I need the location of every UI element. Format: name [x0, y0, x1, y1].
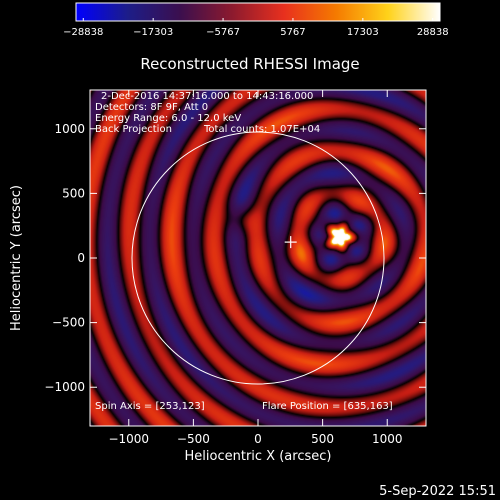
info-method: Back Projection — [95, 124, 172, 135]
colorbar-strip — [75, 2, 441, 22]
y-axis-label: Heliocentric Y (arcsec) — [9, 185, 24, 331]
spin-axis-cross-marker — [284, 236, 297, 249]
x-tick-label: 1000 — [372, 432, 403, 446]
y-tick-label: 1000 — [54, 122, 85, 136]
colorbar-tick-label: 5767 — [280, 27, 305, 38]
x-tick-label: 500 — [311, 432, 334, 446]
colorbar-tick-label: 17303 — [347, 27, 379, 38]
timestamp: 5-Sep-2022 15:51 — [379, 484, 496, 499]
y-tick-label: 0 — [77, 251, 85, 265]
y-tick-label: −500 — [52, 316, 85, 330]
heatmap-image — [90, 90, 426, 426]
colorbar: −28838 −17303 −5767 5767 17303 28838 — [63, 2, 449, 38]
info-energy-range: Energy Range: 6.0 - 12.0 keV — [95, 113, 241, 124]
colorbar-tick-label: −5767 — [206, 27, 240, 38]
flare-position-label: Flare Position = [635,163] — [262, 401, 393, 412]
colorbar-tick-label: −28838 — [63, 27, 103, 38]
y-tick-label: −1000 — [44, 380, 85, 394]
axis-ticks: −1000 −500 0 500 1000 1000 500 0 −500 −1000 — [44, 90, 426, 446]
info-time-range: 2-Dec-2016 14:37:16.000 to 14:43:16.000 — [101, 91, 313, 102]
info-detectors: Detectors: 8F 9F, Att 0 — [95, 102, 208, 113]
solar-disk-outline — [131, 131, 385, 385]
observation-info: 2-Dec-2016 14:37:16.000 to 14:43:16.000 … — [95, 91, 320, 135]
colorbar-ticks: −28838 −17303 −5767 5767 17303 28838 — [63, 18, 449, 38]
colorbar-tick-label: −17303 — [133, 27, 173, 38]
x-tick-label: −500 — [177, 432, 210, 446]
y-tick-label: 500 — [62, 186, 85, 200]
x-tick-label: −1000 — [108, 432, 149, 446]
info-total-counts: Total counts: 1.07E+04 — [203, 124, 320, 135]
colorbar-tick-label: 28838 — [417, 27, 449, 38]
x-axis-label: Heliocentric X (arcsec) — [185, 449, 332, 464]
plot-area: −1000 −500 0 500 1000 1000 500 0 −500 −1000 — [44, 89, 427, 446]
spin-axis-label: Spin Axis = [253,123] — [95, 401, 205, 412]
chart-title: Reconstructed RHESSI Image — [140, 55, 359, 73]
x-tick-label: 0 — [254, 432, 262, 446]
